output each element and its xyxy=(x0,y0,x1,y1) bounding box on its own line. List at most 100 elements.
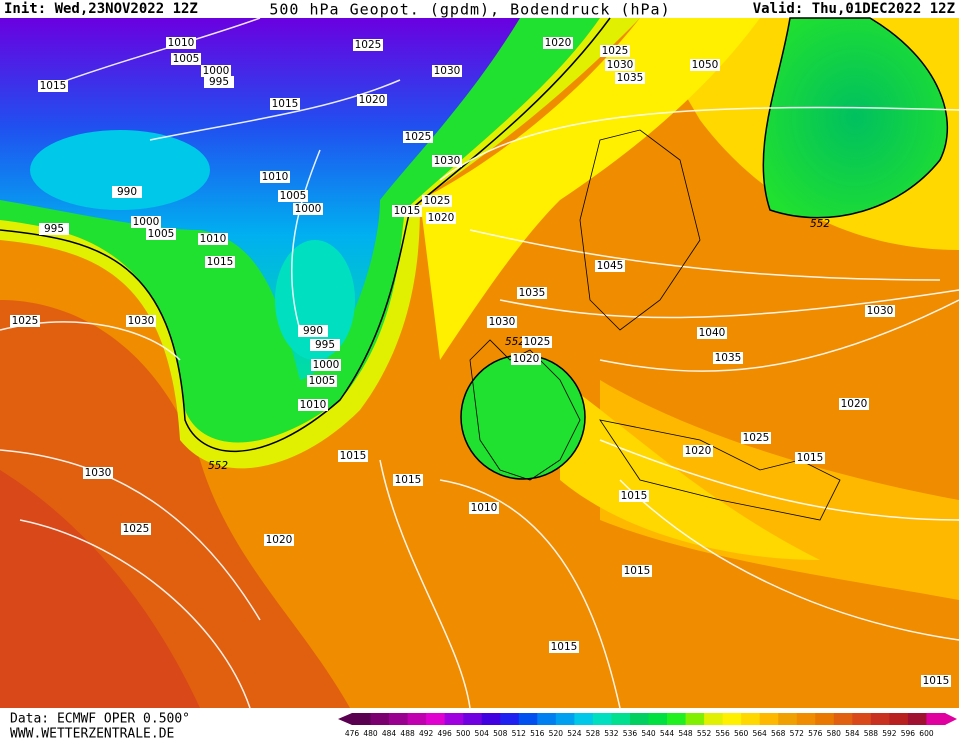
isobar-label: 1005 xyxy=(309,375,336,387)
isobar-label: 1020 xyxy=(841,398,868,410)
isobar-label: 1020 xyxy=(513,353,540,365)
colorbar: 476 480 484 488 492 496 500 504 508 512 516 520 524 5… xyxy=(338,713,957,738)
colorbar-swatch xyxy=(592,713,612,725)
isobar-labels: 1010 1005 1000 995 1015 1025 1030 1020 1015 1020 1… xyxy=(10,37,951,687)
isobar-label: 1025 xyxy=(355,39,382,51)
colorbar-label: 584 xyxy=(845,729,860,738)
isobar-label: 1035 xyxy=(617,72,644,84)
isobar-label-bg xyxy=(171,53,201,65)
isobar-label-bg xyxy=(10,315,40,327)
isobar-label-bg xyxy=(298,325,328,337)
colorbar-swatch xyxy=(444,713,464,725)
isobar-label: 1020 xyxy=(685,445,712,457)
colorbar-swatch xyxy=(796,713,816,725)
colorbar-swatch xyxy=(500,713,520,725)
isobar-label: 1025 xyxy=(424,195,451,207)
isobar-label: 1015 xyxy=(395,474,422,486)
isobar-label: 1030 xyxy=(489,316,516,328)
isobar-label-bg xyxy=(921,675,951,687)
colorbar-swatch xyxy=(370,713,390,725)
colorbar-label: 520 xyxy=(549,729,564,738)
colorbar-swatch xyxy=(704,713,724,725)
isobar-label-bg xyxy=(422,195,452,207)
isobar-label: 552 xyxy=(505,336,525,348)
isobar-label-bg xyxy=(131,216,161,228)
valid-time: Valid: Thu,01DEC2022 12Z xyxy=(753,1,955,17)
colorbar-swatch xyxy=(648,713,668,725)
isobar-label-bg xyxy=(38,80,68,92)
colorbar-label: 540 xyxy=(641,729,656,738)
isobar-label: 1015 xyxy=(207,256,234,268)
colorbar-swatch xyxy=(574,713,594,725)
isobar-label-bg xyxy=(307,375,337,387)
isobar-label: 1010 xyxy=(471,502,498,514)
isobar-label-bg xyxy=(600,45,630,57)
colorbar-label: 600 xyxy=(919,729,934,738)
isobar-label-bg xyxy=(310,339,340,351)
colorbar-swatch xyxy=(463,713,483,725)
isobar-label: 1025 xyxy=(743,432,770,444)
isobar-label-bg xyxy=(619,490,649,502)
colorbar-label: 532 xyxy=(604,729,619,738)
isobar-label: 1000 xyxy=(295,203,322,215)
isobar-label-bg xyxy=(839,398,869,410)
colorbar-label: 556 xyxy=(715,729,730,738)
isobar-label: 1045 xyxy=(597,260,624,272)
isobar-label-bg xyxy=(615,72,645,84)
colorbar-swatch xyxy=(407,713,427,725)
colorbar-arrow-right xyxy=(945,713,957,725)
isobar-label-bg xyxy=(260,171,290,183)
isobar-label-bg xyxy=(353,39,383,51)
isobar-label: 995 xyxy=(44,223,64,235)
map-field xyxy=(0,17,959,709)
isobar-label-bg xyxy=(204,76,234,88)
colorbar-swatch xyxy=(481,713,501,725)
isobar-label: 552 xyxy=(810,218,830,230)
isobar-label: 1025 xyxy=(602,45,629,57)
isobar-label: 1025 xyxy=(12,315,39,327)
colorbar-swatch xyxy=(833,713,853,725)
colorbar-swatch xyxy=(778,713,798,725)
colorbar-label: 576 xyxy=(808,729,823,738)
colorbar-label: 480 xyxy=(363,729,378,738)
colorbar-label: 500 xyxy=(456,729,471,738)
isobar-label: 995 xyxy=(315,339,335,351)
isobar-label-bg xyxy=(198,233,228,245)
isobar-label: 1020 xyxy=(266,534,293,546)
colorbar-label: 580 xyxy=(827,729,842,738)
isobar-label: 1010 xyxy=(300,399,327,411)
colorbar-label: 588 xyxy=(864,729,879,738)
isobar-label-bg xyxy=(201,65,231,77)
colorbar-label: 488 xyxy=(400,729,415,738)
isobar-label: 1015 xyxy=(40,80,67,92)
isobar-label: 1020 xyxy=(545,37,572,49)
isobar-label: 990 xyxy=(117,186,137,198)
isobar-label-bg xyxy=(278,190,308,202)
isobar-label-bg xyxy=(543,37,573,49)
isobar-label-bg xyxy=(83,467,113,479)
isobar-label-bg xyxy=(487,316,517,328)
colorbar-swatch xyxy=(426,713,446,725)
isobar-label: 990 xyxy=(303,325,323,337)
isobar-label: 1025 xyxy=(405,131,432,143)
colorbar-label: 516 xyxy=(530,729,545,738)
site-name: WWW.WETTERZENTRALE.DE xyxy=(10,727,174,742)
isobar-label: 1025 xyxy=(123,523,150,535)
isobar-label: 1030 xyxy=(128,315,155,327)
isobar-label-bg xyxy=(432,155,462,167)
colorbar-label: 592 xyxy=(882,729,897,738)
isobar-label-bg xyxy=(522,336,552,348)
colorbar-label: 536 xyxy=(623,729,638,738)
colorbar-label: 552 xyxy=(697,729,712,738)
isobar-label-bg xyxy=(205,256,235,268)
map-title: 500 hPa Geopot. (gpdm), Bodendruck (hPa) xyxy=(269,1,670,19)
isobar-label: 552 xyxy=(208,460,228,472)
isobar-label-bg xyxy=(338,450,368,462)
isobar-label: 1010 xyxy=(262,171,289,183)
colorbar-swatch xyxy=(889,713,909,725)
colorbar-swatch xyxy=(926,713,946,725)
isobar-label: 1015 xyxy=(551,641,578,653)
colorbar-label: 544 xyxy=(660,729,675,738)
isobar-label-bg xyxy=(690,59,720,71)
